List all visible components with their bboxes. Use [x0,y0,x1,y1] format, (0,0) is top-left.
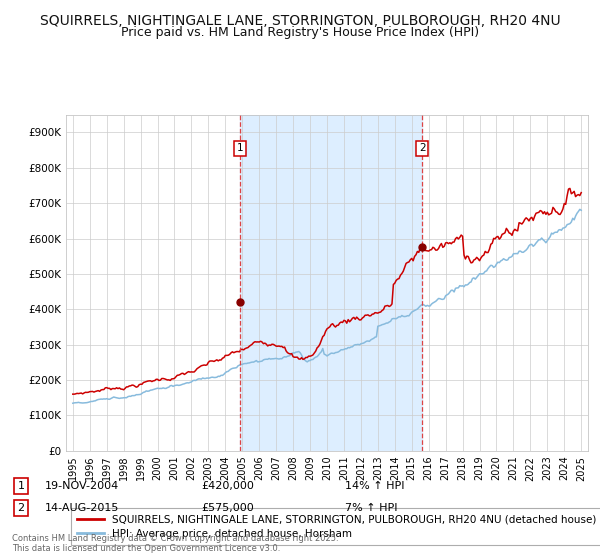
Text: 1: 1 [237,143,244,153]
Text: Contains HM Land Registry data © Crown copyright and database right 2025.
This d: Contains HM Land Registry data © Crown c… [12,534,338,553]
Text: 14-AUG-2015: 14-AUG-2015 [45,503,119,513]
Text: £420,000: £420,000 [201,481,254,491]
Text: 14% ↑ HPI: 14% ↑ HPI [345,481,404,491]
Bar [240,115,422,451]
Text: Price paid vs. HM Land Registry's House Price Index (HPI): Price paid vs. HM Land Registry's House … [121,26,479,39]
Text: SQUIRRELS, NIGHTINGALE LANE, STORRINGTON, PULBOROUGH, RH20 4NU: SQUIRRELS, NIGHTINGALE LANE, STORRINGTON… [40,14,560,28]
Text: £575,000: £575,000 [201,503,254,513]
Legend: SQUIRRELS, NIGHTINGALE LANE, STORRINGTON, PULBOROUGH, RH20 4NU (detached house),: SQUIRRELS, NIGHTINGALE LANE, STORRINGTON… [71,508,600,545]
Text: 19-NOV-2004: 19-NOV-2004 [45,481,119,491]
Text: 1: 1 [17,481,25,491]
Text: 2: 2 [17,503,25,513]
Text: 2: 2 [419,143,425,153]
Text: 7% ↑ HPI: 7% ↑ HPI [345,503,398,513]
